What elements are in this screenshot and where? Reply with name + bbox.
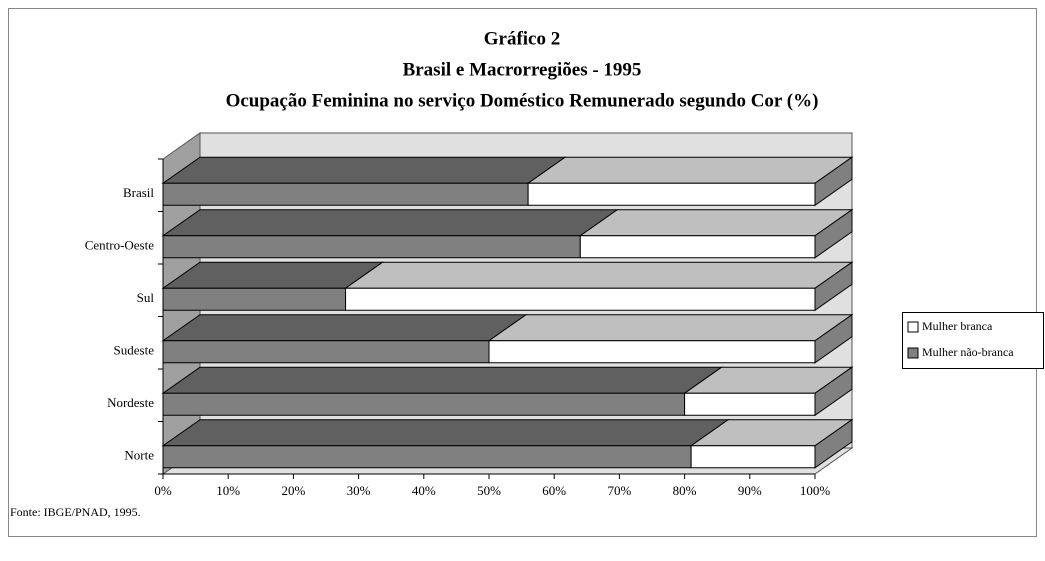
legend-box [902,312,1044,369]
bar-top [526,156,854,184]
bar-top [161,209,619,237]
bar [162,287,347,311]
bar-top [161,419,730,447]
bar-top [487,314,854,342]
x-tick-label: 50% [477,483,501,498]
bar-side [814,261,853,312]
legend-swatch [907,347,919,359]
bar [162,445,692,469]
chart-title: Gráfico 2 [484,28,561,49]
bar [684,392,816,416]
x-tick-label: 40% [412,483,436,498]
legend-label: Mulher não-branca [922,345,1014,359]
bar-side [814,366,853,417]
x-tick-label: 80% [673,483,697,498]
y-tick-label: Sudeste [114,343,155,358]
bar [162,392,686,416]
x-tick-label: 10% [216,483,240,498]
bar [579,235,816,259]
y-tick-label: Nordeste [107,395,154,410]
bar-side [814,418,853,469]
chart-subtitle: Ocupação Feminina no serviço Doméstico R… [226,90,819,111]
bar-side [814,208,853,259]
bar [162,182,529,206]
x-tick-label: 60% [542,483,566,498]
bar [690,445,816,469]
legend-label: Mulher branca [922,319,993,333]
chart-subtitle: Brasil e Macrorregiões - 1995 [403,59,642,80]
bar [345,287,816,311]
bar-top [161,156,567,184]
bar [162,340,490,364]
x-tick-label: 0% [154,483,172,498]
bar [162,235,581,259]
y-tick-label: Centro-Oeste [85,238,155,253]
y-tick-label: Brasil [123,185,154,200]
legend-swatch [907,321,919,333]
bar-side [814,313,853,364]
bar-top [578,209,854,237]
x-tick-label: 20% [281,483,305,498]
y-tick-label: Norte [124,448,154,463]
bar-top [161,314,528,342]
bar-side [814,156,853,207]
bar-top [161,366,724,394]
y-tick-label: Sul [137,290,155,305]
source-note: Fonte: IBGE/PNAD, 1995. [10,505,141,519]
x-tick-label: 90% [738,483,762,498]
bar-top [343,261,854,289]
bar-top [161,261,385,289]
x-tick-label: 100% [800,483,831,498]
x-tick-label: 70% [607,483,631,498]
bar [488,340,816,364]
x-tick-label: 30% [347,483,371,498]
bar [527,182,816,206]
